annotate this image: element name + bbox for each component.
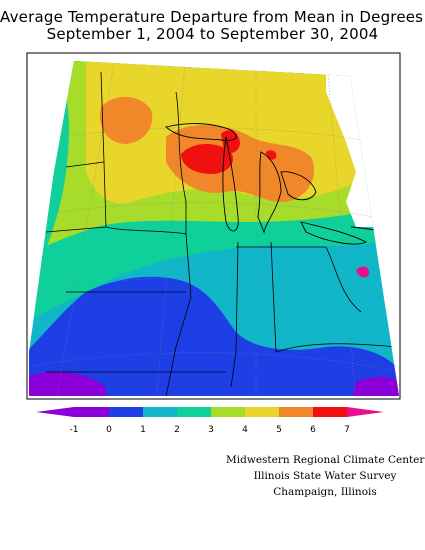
zone-0-sw [29,371,106,396]
zone-6-west [99,96,153,144]
graticule [29,61,399,396]
legend-bin [177,407,211,417]
legend-bin [74,407,109,417]
legend-arrow-left [36,407,74,417]
legend-tick-label: 6 [310,425,316,435]
legend-tick-label: 1 [140,425,146,435]
legend-bin [313,407,347,417]
credit-survey: Illinois State Water Survey [253,470,397,482]
zone-0-se [351,377,399,396]
zone-8-east [356,266,370,278]
map-subtitle: September 1, 2004 to September 30, 2004 [46,25,379,43]
temperature-map [26,52,401,400]
state-boundaries [45,71,397,396]
legend-bin [211,407,245,417]
legend-tick-label: 0 [106,425,112,435]
zone-7-core [181,143,234,174]
legend-tick-label: 4 [242,425,248,435]
legend-tick-label: 5 [276,425,282,435]
legend-bin [109,407,143,417]
zone-7-peak [221,130,240,153]
zone-2-east [256,280,399,352]
map-title: Average Temperature Departure from Mean … [0,8,425,26]
color-legend: -1 0 1 2 3 4 5 6 7 [36,407,384,435]
legend-tick-label: 2 [174,425,180,435]
credit-center: Midwestern Regional Climate Center [226,454,425,466]
zone-1-south [29,276,399,396]
credit-location: Champaign, Illinois [273,486,377,498]
legend-tick-label: 3 [208,425,214,435]
legend-bin [279,407,313,417]
legend-tick-label: -1 [70,425,79,435]
legend-tick-label: 7 [344,425,350,435]
legend-arrow-right [347,407,384,417]
legend-bin [245,407,279,417]
great-lakes-outline [165,123,399,245]
legend-bin [143,407,177,417]
